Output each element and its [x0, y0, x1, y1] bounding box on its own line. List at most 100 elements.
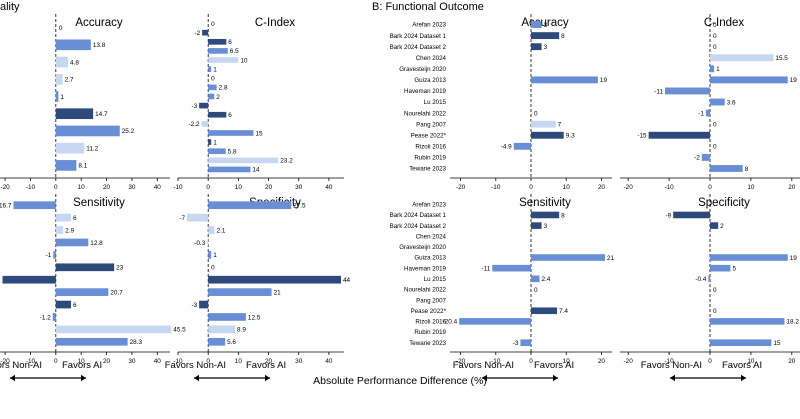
x-tick-label: 10 [235, 184, 243, 191]
category-label: Haveman 2019 [404, 265, 447, 272]
bar [513, 142, 531, 150]
bar [208, 201, 292, 210]
data-label: -0.4 [695, 276, 706, 283]
bar [208, 139, 212, 145]
x-tick-label: 20 [598, 184, 606, 191]
data-label: -20.4 [443, 319, 458, 326]
data-label: 15 [255, 130, 263, 137]
data-label: 5.6 [227, 339, 236, 346]
data-label: 0 [713, 144, 717, 151]
bar [187, 213, 209, 222]
x-tick-label: -20 [0, 184, 10, 191]
data-label: 2 [720, 223, 724, 230]
bar [710, 65, 715, 73]
category-label: Chen 2024 [416, 233, 447, 240]
favors-annotations: Favors Non-AI Favors AI Favors Non-AI Favor… [0, 360, 762, 382]
data-label: -2 [694, 155, 700, 162]
arrow-left-icon [194, 374, 199, 382]
data-label: 0 [211, 265, 215, 272]
bar [705, 109, 710, 117]
bar [208, 57, 239, 63]
data-label: 21 [607, 255, 615, 262]
arrow-right-icon [553, 374, 558, 382]
x-tick-label: -20 [456, 184, 466, 191]
bar [492, 264, 531, 272]
data-label: 20.7 [110, 289, 123, 296]
x-tick-label: 20 [788, 358, 796, 365]
data-label: 44 [343, 277, 351, 284]
bar [208, 325, 236, 334]
category-label: Lu 2015 [424, 276, 447, 283]
bar [208, 157, 279, 164]
panel-title: Sensitivity [519, 197, 571, 209]
category-label: Bark 2024 Dataset 2 [390, 223, 447, 230]
bar [208, 93, 215, 100]
bar [710, 98, 725, 106]
bar [710, 54, 774, 62]
panel-b-header: B: Functional Outcome [372, 1, 484, 13]
panel-title: C-Index [704, 17, 745, 29]
data-label: 3 [544, 223, 548, 230]
x-tick-label: 10 [747, 184, 755, 191]
bar [55, 325, 172, 334]
category-label: Tewarie 2023 [409, 340, 446, 347]
x-tick-label: 20 [265, 358, 273, 365]
x-tick-label: 20 [788, 184, 796, 191]
panel-A-specificity: Specificity-1001020304027.5-72.1-0.31044… [173, 194, 351, 365]
panel-A-sensitivity: Sensitivity -20 -10 0 10 20 30 40 -16.7 6 2.9 12.8 -… [0, 194, 186, 365]
category-label: Guiza 2013 [414, 77, 446, 84]
x-tick-label: -10 [491, 184, 501, 191]
data-label: 1 [213, 66, 217, 73]
bar [55, 108, 94, 120]
chart-panels: Accuracy-20 -10 0 10 20 30 40013.84.82.7114.72… [0, 14, 800, 365]
bar [520, 339, 531, 346]
data-label: -16.7 [0, 203, 12, 210]
favors-non-ai-label: Favors Non-AI [453, 360, 514, 371]
data-label: 12.8 [90, 240, 103, 247]
data-label: -2.2 [189, 121, 200, 128]
x-tick-label: 10 [563, 358, 571, 365]
bar [710, 254, 788, 261]
data-label: 6 [73, 215, 77, 222]
data-label: 6 [228, 112, 232, 119]
data-label: 19 [600, 77, 608, 84]
x-tick-label: 0 [206, 358, 210, 365]
bar [208, 313, 246, 321]
x-tick-label: 20 [103, 184, 111, 191]
x-tick-label: 30 [128, 358, 136, 365]
data-label: 7 [558, 121, 562, 128]
favors-non-ai-label: Favors Non-AI [0, 360, 42, 371]
data-label: 3 [544, 22, 548, 29]
category-label: Rubin 2019 [414, 329, 446, 336]
bar [531, 120, 556, 128]
panel-a-header: ality [0, 1, 20, 13]
bar [52, 313, 56, 321]
x-tick-label: -10 [664, 358, 674, 365]
bar [531, 43, 542, 51]
x-tick-label: 10 [78, 358, 86, 365]
bar [55, 73, 63, 85]
bar [531, 32, 560, 40]
data-label: 23.2 [280, 158, 293, 165]
data-label: -3 [191, 302, 197, 309]
data-label: -1 [698, 110, 704, 117]
bar [208, 84, 217, 91]
bar [648, 131, 710, 139]
bar [208, 166, 251, 173]
data-label: 12.5 [248, 314, 261, 321]
data-label: 18.2 [786, 319, 799, 326]
x-tick-label: 0 [206, 184, 210, 191]
data-label: 0 [534, 110, 538, 117]
data-label: 6 [73, 302, 77, 309]
panel-title: C-Index [255, 17, 296, 29]
data-label: 0 [713, 308, 717, 315]
bar [55, 238, 89, 247]
bar [199, 102, 209, 109]
favors-ai-label: Favors AI [246, 360, 286, 371]
data-label: -11 [481, 265, 490, 272]
data-label: 5.8 [228, 149, 237, 156]
bar [459, 318, 531, 325]
data-label: 7.4 [559, 308, 568, 315]
x-tick-label: -10 [491, 358, 501, 365]
